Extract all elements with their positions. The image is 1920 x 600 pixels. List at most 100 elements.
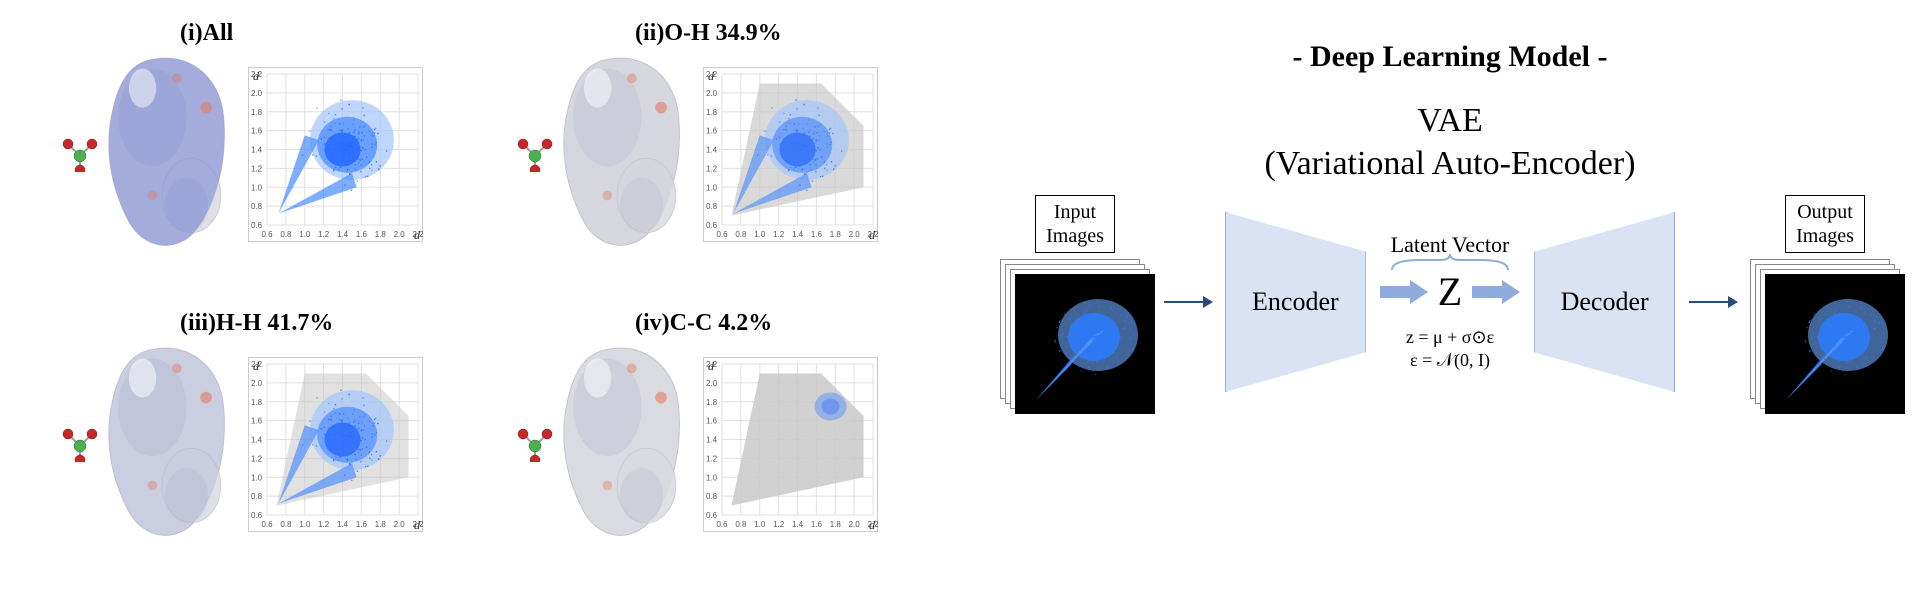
fingerprint-svg: 0.60.60.80.81.01.01.21.21.41.41.61.61.81…: [249, 358, 424, 533]
svg-text:0.8: 0.8: [706, 202, 718, 211]
hs-row: 0.60.60.80.81.01.01.21.21.41.41.61.61.81…: [517, 49, 878, 259]
svg-text:d: d: [253, 69, 260, 83]
svg-text:1.4: 1.4: [792, 520, 804, 529]
hs-title: (i)All: [180, 20, 233, 47]
hs-cell-iv: (iv)C-C 4.2%0.60.60.80.81.01.01.21.21.41…: [485, 310, 910, 580]
svg-text:0.6: 0.6: [261, 520, 273, 529]
svg-text:1.2: 1.2: [251, 454, 263, 463]
svg-text:0.6: 0.6: [706, 221, 718, 230]
svg-text:2.0: 2.0: [849, 230, 861, 239]
svg-text:1.4: 1.4: [251, 435, 263, 444]
encoder-label: Encoder: [1252, 287, 1339, 317]
svg-text:0.6: 0.6: [706, 511, 718, 520]
svg-text:1.8: 1.8: [375, 230, 387, 239]
output-image: [1765, 274, 1905, 414]
fingerprint-svg: 0.60.60.80.81.01.01.21.21.41.41.61.61.81…: [249, 68, 424, 243]
svg-text:0.6: 0.6: [251, 511, 263, 520]
svg-text:1.6: 1.6: [706, 416, 718, 425]
encoder-block: Encoder: [1225, 212, 1366, 392]
output-stack: [1750, 259, 1900, 409]
svg-text:0.8: 0.8: [280, 520, 292, 529]
arrow-thick-icon: [1472, 280, 1520, 304]
svg-text:1.4: 1.4: [251, 145, 263, 154]
svg-text:2.0: 2.0: [849, 520, 861, 529]
svg-text:1.2: 1.2: [318, 520, 330, 529]
surface-wrap: [517, 339, 697, 549]
svg-text:1.6: 1.6: [706, 126, 718, 135]
svg-text:1.4: 1.4: [792, 230, 804, 239]
fingerprint-svg: 0.60.60.80.81.01.01.21.21.41.41.61.61.81…: [704, 68, 879, 243]
svg-text:1.0: 1.0: [251, 183, 263, 192]
fingerprint-plot: 0.60.60.80.81.01.01.21.21.41.41.61.61.81…: [703, 67, 878, 242]
z-column: Z z = μ + σ⊙ε ε = 𝒩(0, I): [1380, 272, 1520, 373]
hs-row: 0.60.60.80.81.01.01.21.21.41.41.61.61.81…: [62, 339, 423, 549]
hs-cell-i: (i)All0.60.60.80.81.01.01.21.21.41.41.61…: [30, 20, 455, 290]
svg-text:2.0: 2.0: [706, 88, 718, 97]
svg-text:1.0: 1.0: [299, 520, 311, 529]
svg-text:d: d: [414, 518, 421, 532]
svg-text:2.0: 2.0: [394, 230, 406, 239]
svg-text:1.8: 1.8: [706, 107, 718, 116]
fp-thumb: [1766, 275, 1905, 414]
svg-text:1.0: 1.0: [706, 473, 718, 482]
svg-text:0.8: 0.8: [251, 202, 263, 211]
hs-row: 0.60.60.80.81.01.01.21.21.41.41.61.61.81…: [62, 49, 423, 259]
surface-wrap: [62, 49, 242, 259]
hs-title: (iv)C-C 4.2%: [635, 310, 772, 337]
hs-title: (ii)O-H 34.9%: [635, 20, 782, 47]
fp-thumb: [1016, 275, 1155, 414]
svg-text:1.2: 1.2: [318, 230, 330, 239]
arrow-thin-icon: [1164, 301, 1211, 303]
surface-wrap: [62, 339, 242, 549]
fingerprint-plot: 0.60.60.80.81.01.01.21.21.41.41.61.61.81…: [248, 357, 423, 532]
svg-text:1.8: 1.8: [706, 397, 718, 406]
decoder-block: Decoder: [1534, 212, 1675, 392]
svg-text:0.8: 0.8: [735, 520, 747, 529]
hirshfeld-surface: [547, 339, 697, 549]
hirshfeld-surface: [92, 49, 242, 259]
svg-text:2.0: 2.0: [251, 378, 263, 387]
arrow-thick-icon: [1380, 280, 1428, 304]
svg-text:1.0: 1.0: [754, 520, 766, 529]
svg-text:1.8: 1.8: [251, 107, 263, 116]
hs-cell-ii: (ii)O-H 34.9%0.60.60.80.81.01.01.21.21.4…: [485, 20, 910, 290]
svg-text:1.2: 1.2: [773, 520, 785, 529]
svg-text:d: d: [414, 228, 421, 242]
svg-text:2.0: 2.0: [394, 520, 406, 529]
hirshfeld-surface: [547, 49, 697, 259]
dl-heading: - Deep Learning Model -: [1000, 40, 1900, 74]
vae-title-line2: (Variational Auto-Encoder): [1264, 145, 1635, 182]
surface-wrap: [517, 49, 697, 259]
svg-text:d: d: [869, 228, 876, 242]
hirshfeld-surface: [92, 339, 242, 549]
input-block: Input Images: [1000, 195, 1150, 409]
svg-text:1.4: 1.4: [706, 435, 718, 444]
svg-text:1.0: 1.0: [754, 230, 766, 239]
svg-text:0.8: 0.8: [251, 492, 263, 501]
svg-text:0.8: 0.8: [735, 230, 747, 239]
output-label: Output Images: [1785, 195, 1865, 253]
svg-text:2.0: 2.0: [251, 88, 263, 97]
svg-text:0.8: 0.8: [706, 492, 718, 501]
latent-wrap: Latent Vector Z z = μ + σ⊙ε ε = 𝒩(0, I): [1380, 232, 1520, 373]
svg-text:1.6: 1.6: [251, 126, 263, 135]
svg-text:1.8: 1.8: [830, 520, 842, 529]
fingerprint-svg: 0.60.60.80.81.01.01.21.21.41.41.61.61.81…: [704, 358, 879, 533]
hirshfeld-grid: (i)All0.60.60.80.81.01.01.21.21.41.41.61…: [30, 20, 910, 580]
svg-text:1.8: 1.8: [251, 397, 263, 406]
svg-text:1.0: 1.0: [299, 230, 311, 239]
svg-text:1.4: 1.4: [337, 520, 349, 529]
z-symbol: Z: [1438, 272, 1462, 312]
svg-text:0.6: 0.6: [251, 221, 263, 230]
svg-text:1.4: 1.4: [706, 145, 718, 154]
hs-row: 0.60.60.80.81.01.01.21.21.41.41.61.61.81…: [517, 339, 878, 549]
eq-line1: z = μ + σ⊙ε: [1406, 326, 1494, 349]
vae-panel: - Deep Learning Model - VAE (Variational…: [1000, 40, 1900, 560]
svg-text:1.6: 1.6: [811, 520, 823, 529]
svg-text:1.8: 1.8: [830, 230, 842, 239]
fingerprint-plot: 0.60.60.80.81.01.01.21.21.41.41.61.61.81…: [248, 67, 423, 242]
decoder-label: Decoder: [1561, 287, 1649, 317]
svg-text:1.2: 1.2: [706, 164, 718, 173]
vae-row: Input Images Encoder Latent Vector: [1000, 195, 1900, 409]
z-equations: z = μ + σ⊙ε ε = 𝒩(0, I): [1406, 326, 1494, 373]
